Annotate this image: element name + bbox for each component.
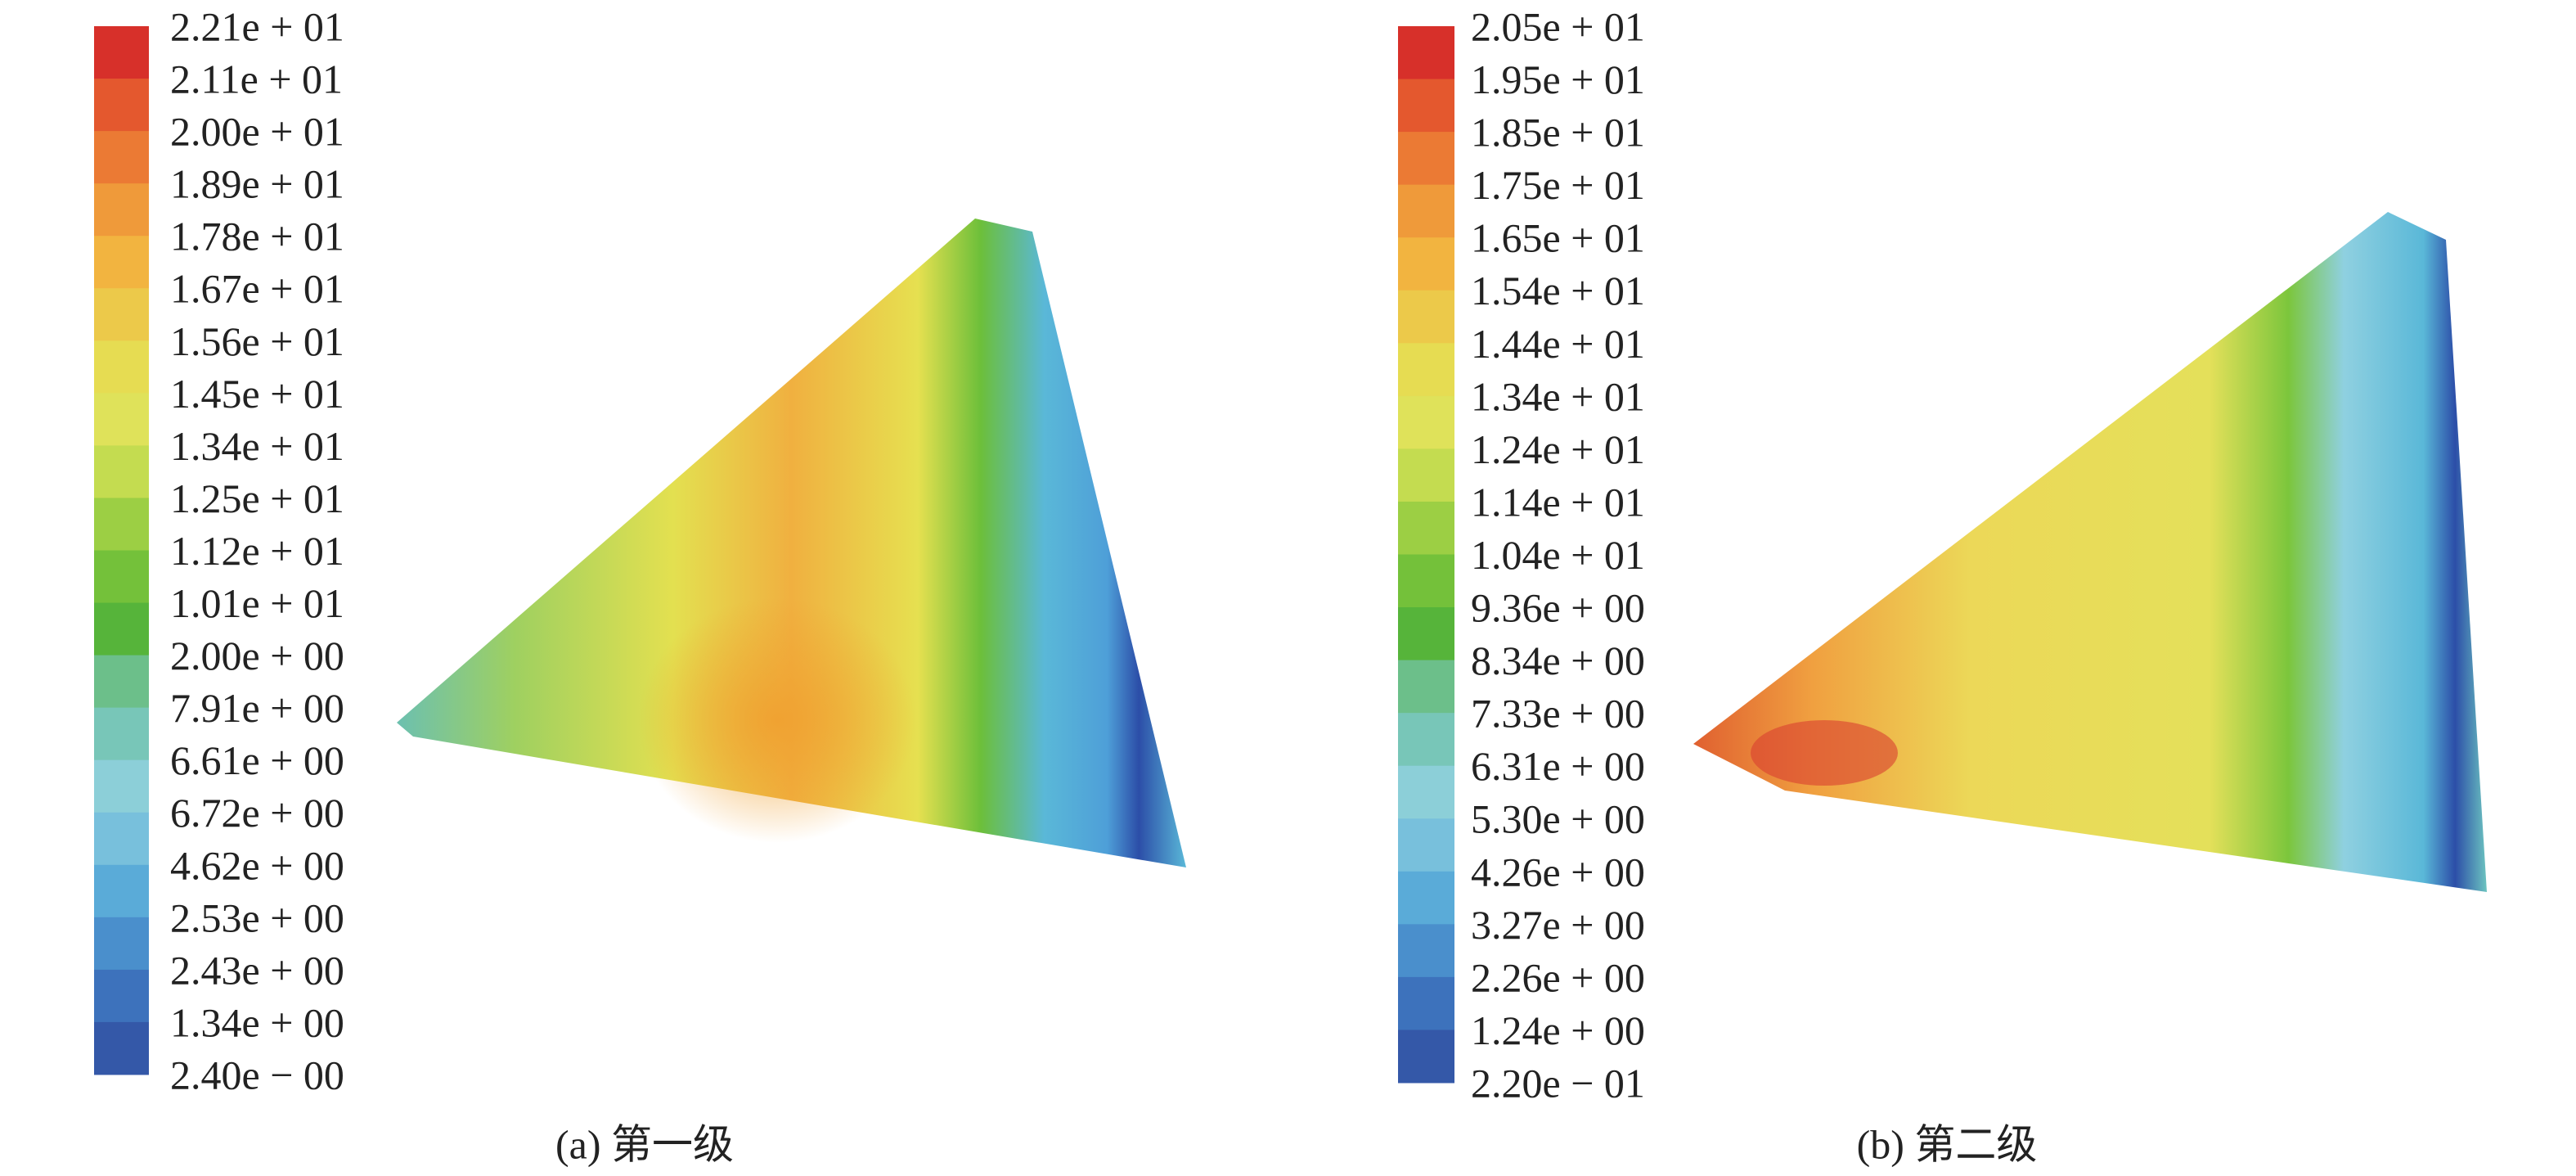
- legend-label: 1.95e + 01: [1471, 56, 1645, 102]
- legend-label: 1.45e + 01: [170, 371, 344, 417]
- colorbar-segment: [94, 288, 149, 341]
- legend-label: 1.44e + 01: [1471, 321, 1645, 367]
- legend-label: 1.67e + 01: [170, 266, 344, 312]
- legend-label: 8.34e + 00: [1471, 638, 1645, 683]
- colorbar-segment: [94, 602, 149, 656]
- colorbar-segment: [94, 393, 149, 446]
- colorbar-segment: [1398, 290, 1454, 344]
- legend-label: 6.61e + 00: [170, 737, 344, 783]
- colorbar-segment: [1398, 660, 1454, 714]
- legend-label: 1.14e + 01: [1471, 479, 1645, 525]
- colorbar-segment: [1398, 976, 1454, 1030]
- legend-label: 2.40e − 00: [170, 1052, 344, 1097]
- legend-label: 1.01e + 01: [170, 580, 344, 626]
- colorbar-segment: [1398, 26, 1454, 80]
- legend-label: 2.00e + 00: [170, 633, 344, 678]
- legend-label: 1.89e + 01: [170, 161, 344, 207]
- colorbar-segment: [1398, 713, 1454, 767]
- colorbar-segment: [1398, 1030, 1454, 1084]
- colorbar-segment: [94, 1021, 149, 1075]
- legend-label: 5.30e + 00: [1471, 796, 1645, 842]
- legend-label: 6.72e + 00: [170, 790, 344, 836]
- legend-label: 1.75e + 01: [1471, 162, 1645, 208]
- legend-label: 2.11e + 01: [170, 56, 343, 102]
- colorbar-segment: [94, 759, 149, 813]
- colorbar-segment: [1398, 343, 1454, 397]
- legend-label: 3.27e + 00: [1471, 902, 1645, 948]
- legend-label: 1.78e + 01: [170, 214, 344, 259]
- legend-label: 2.26e + 00: [1471, 954, 1645, 1000]
- legend-label: 2.43e + 00: [170, 947, 344, 993]
- colorbar-segment: [94, 550, 149, 604]
- legend-label: 2.05e + 01: [1471, 3, 1645, 49]
- colorbar-segment: [94, 131, 149, 184]
- contour-plot-b: [1693, 212, 2487, 892]
- legend-label: 7.91e + 00: [170, 685, 344, 731]
- legend-label: 4.26e + 00: [1471, 849, 1645, 894]
- colorbar-segment: [1398, 395, 1454, 449]
- colorbar-segment: [94, 707, 149, 761]
- hot-zone-b: [1751, 720, 1898, 786]
- colorbar-segment: [94, 445, 149, 498]
- caption: (b) 第二级: [1857, 1121, 2038, 1167]
- legend-label: 1.24e + 01: [1471, 426, 1645, 472]
- legend-label: 1.25e + 01: [170, 475, 344, 521]
- colorbar-segment: [94, 183, 149, 237]
- colorbar-segment: [94, 236, 149, 289]
- colorbar-segment: [94, 26, 149, 79]
- legend-label: 2.21e + 01: [170, 3, 344, 49]
- legend-label: 1.12e + 01: [170, 528, 344, 574]
- legend-label: 2.00e + 01: [170, 109, 344, 155]
- colorbar-segment: [1398, 554, 1454, 608]
- colorbar-segment: [1398, 924, 1454, 978]
- colorbar-segment: [94, 340, 149, 394]
- legend-label: 9.36e + 00: [1471, 585, 1645, 631]
- legend-label: 1.34e + 01: [1471, 373, 1645, 419]
- hot-zone-a: [638, 597, 916, 843]
- legend-label: 1.34e + 01: [170, 423, 344, 469]
- legend-label: 1.54e + 01: [1471, 268, 1645, 313]
- caption: (a) 第一级: [555, 1121, 734, 1167]
- colorbar-segment: [1398, 871, 1454, 925]
- legend-label: 4.62e + 00: [170, 842, 344, 888]
- legend-label: 7.33e + 00: [1471, 691, 1645, 737]
- colorbar-segment: [94, 917, 149, 971]
- colorbar-segment: [94, 79, 149, 132]
- colorbar-segment: [1398, 501, 1454, 555]
- contour-plot-a: [397, 219, 1186, 867]
- colorbar-segment: [1398, 448, 1454, 502]
- colorbar-segment: [1398, 765, 1454, 819]
- legend-label: 2.53e + 00: [170, 894, 344, 940]
- colorbar-segment: [94, 864, 149, 918]
- colorbar-segment: [1398, 237, 1454, 291]
- colorbar-segment: [1398, 607, 1454, 661]
- legend-label: 6.31e + 00: [1471, 743, 1645, 789]
- colorbar-segment: [94, 498, 149, 551]
- legend-label: 2.20e − 01: [1471, 1060, 1645, 1106]
- legend-label: 1.24e + 00: [1471, 1007, 1645, 1053]
- colorbar-segment: [1398, 132, 1454, 186]
- legend-label: 1.65e + 01: [1471, 215, 1645, 261]
- legend-label: 1.85e + 01: [1471, 110, 1645, 155]
- legend-label: 1.56e + 01: [170, 318, 344, 364]
- legend-label: 1.34e + 00: [170, 999, 344, 1045]
- colorbar-segment: [1398, 184, 1454, 238]
- colorbar-segment: [94, 655, 149, 709]
- colorbar-segment: [1398, 79, 1454, 133]
- legend-label: 1.04e + 01: [1471, 532, 1645, 578]
- colorbar-segment: [94, 969, 149, 1023]
- colorbar-segment: [1398, 818, 1454, 872]
- colorbar-segment: [94, 812, 149, 866]
